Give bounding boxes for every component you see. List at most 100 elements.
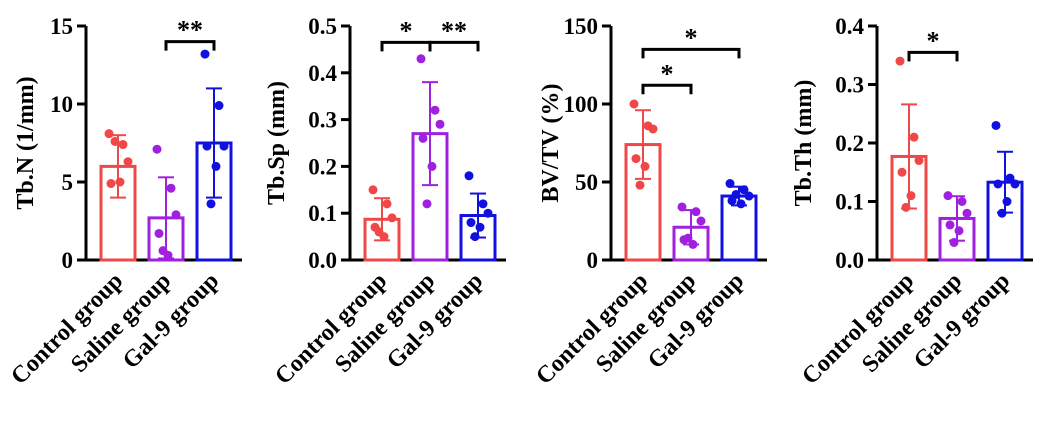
significance-label: **	[177, 16, 203, 45]
data-point	[418, 133, 428, 143]
data-point	[683, 233, 693, 243]
y-tick-label: 0.4	[835, 14, 864, 39]
y-tick-label: 15	[50, 14, 73, 39]
y-tick-label: 0.2	[835, 131, 864, 156]
data-point	[943, 191, 953, 201]
data-point	[152, 144, 162, 154]
data-point	[106, 179, 116, 189]
y-tick-label: 0	[62, 248, 74, 273]
data-point	[991, 120, 1001, 130]
significance-label: *	[685, 23, 698, 52]
y-tick-label: 0.1	[308, 201, 337, 226]
data-point	[736, 199, 746, 209]
data-point	[731, 189, 741, 199]
data-point	[957, 197, 967, 206]
data-point	[949, 237, 959, 247]
y-tick-label: 0.1	[835, 190, 864, 215]
data-point	[104, 129, 114, 139]
data-point	[629, 99, 639, 109]
data-point	[909, 132, 919, 142]
y-axis-title: Tb.N (1/mm)	[13, 76, 39, 209]
data-point	[470, 232, 480, 242]
data-point	[430, 105, 440, 115]
data-point	[895, 56, 905, 66]
data-point	[478, 199, 488, 209]
data-point	[382, 199, 392, 209]
data-point	[427, 161, 437, 171]
y-tick-label: 0.3	[308, 108, 337, 133]
data-point	[954, 226, 964, 236]
data-point	[901, 202, 911, 212]
data-point	[368, 185, 378, 195]
data-point	[387, 213, 397, 223]
data-point	[416, 54, 426, 64]
y-axis-title: BV/TV (%)	[538, 84, 564, 203]
data-point	[691, 207, 701, 217]
y-tick-label: 100	[564, 92, 599, 117]
significance-label: *	[400, 16, 413, 45]
data-point	[1002, 197, 1012, 206]
y-tick-label: 0.2	[308, 154, 337, 179]
significance-bracket	[641, 83, 693, 95]
y-tick-label: 0.3	[835, 73, 864, 98]
data-point	[475, 222, 485, 232]
data-point	[648, 124, 658, 134]
y-tick-label: 0.4	[308, 61, 337, 86]
significance-label: *	[927, 26, 940, 55]
data-point	[200, 49, 210, 59]
data-point	[118, 140, 128, 150]
data-point	[211, 161, 221, 171]
data-point	[171, 210, 181, 220]
data-point	[1005, 173, 1015, 183]
y-tick-label: 50	[575, 170, 598, 195]
data-point	[914, 156, 924, 166]
data-point	[640, 161, 650, 171]
data-point	[906, 191, 916, 201]
data-point	[677, 202, 687, 212]
data-point	[202, 141, 212, 151]
data-point	[219, 141, 229, 151]
data-point	[897, 167, 907, 177]
significance-bracket	[907, 50, 959, 62]
chart-panel: 0.00.10.20.30.40.5Tb.Sp (mm)Control grou…	[264, 14, 506, 390]
y-tick-label: 5	[62, 170, 74, 195]
data-point	[464, 171, 474, 181]
y-axis-title: Tb.Sp (mm)	[264, 81, 290, 205]
data-point	[154, 228, 164, 238]
data-point	[1010, 179, 1020, 189]
data-point	[214, 101, 224, 111]
data-point	[435, 119, 445, 129]
data-point	[635, 180, 645, 190]
data-point	[997, 208, 1007, 218]
data-point	[483, 208, 493, 218]
significance-bracket	[428, 40, 480, 52]
y-tick-label: 0.5	[308, 14, 337, 39]
data-point	[422, 199, 432, 209]
data-point	[962, 208, 972, 218]
y-tick-label: 0.0	[308, 248, 337, 273]
significance-bracket	[164, 40, 216, 51]
data-point	[725, 179, 735, 189]
data-point	[123, 157, 133, 167]
data-point	[945, 220, 955, 230]
y-tick-label: 10	[50, 92, 73, 117]
data-point	[466, 218, 476, 228]
data-point	[631, 154, 641, 164]
significance-label: *	[661, 59, 674, 88]
data-point	[115, 177, 125, 187]
data-point	[744, 191, 754, 201]
significance-label: **	[441, 16, 467, 45]
data-point	[739, 185, 749, 195]
data-point	[166, 183, 176, 193]
y-tick-label: 0	[587, 248, 599, 273]
y-tick-label: 150	[564, 14, 599, 39]
data-point	[110, 136, 120, 146]
data-point	[374, 227, 384, 237]
data-point	[688, 239, 698, 249]
significance-bracket	[641, 47, 741, 59]
data-point	[993, 179, 1003, 189]
